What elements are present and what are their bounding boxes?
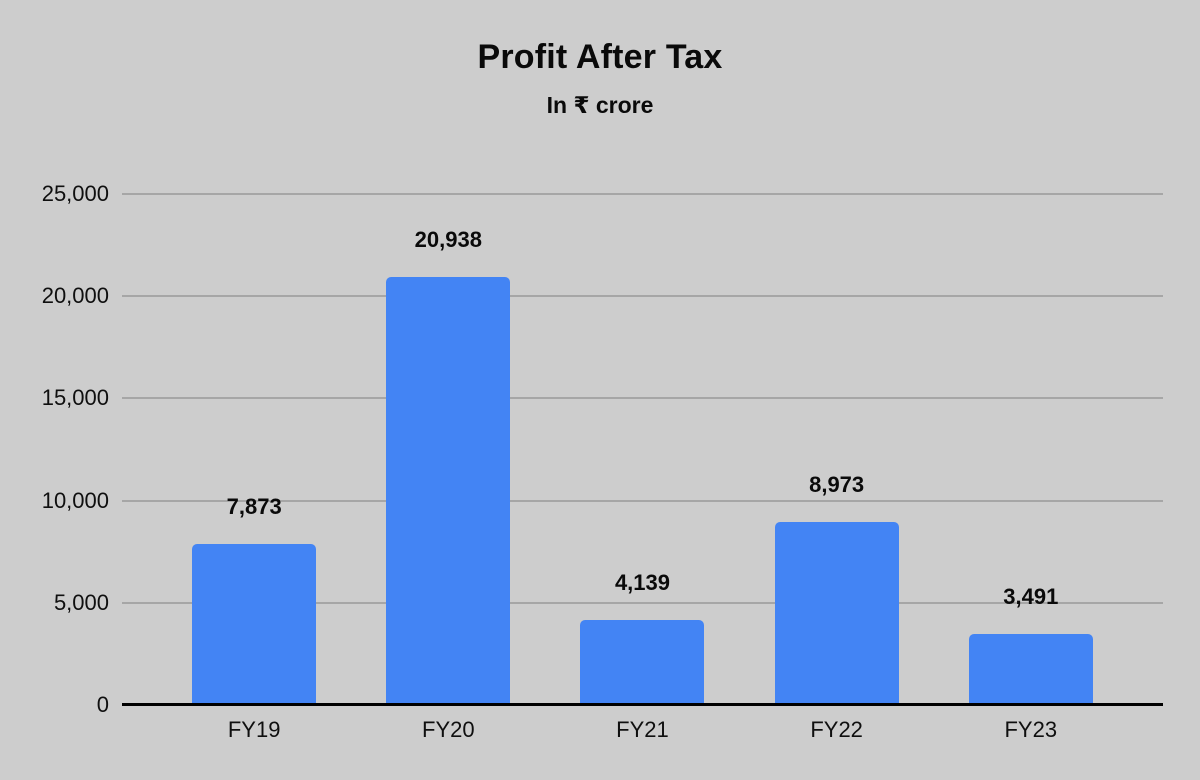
bar-value-label: 3,491 — [1003, 583, 1059, 609]
y-axis-tick-label: 0 — [96, 692, 109, 717]
bars-layer: 7,873 FY19 20,938 FY20 4,139 FY21 8,973 FY22 3,4… — [122, 194, 1163, 742]
gridline — [122, 397, 1163, 399]
bar-column-fy19: 7,873 FY19 — [192, 194, 317, 742]
x-axis-category-label: FY21 — [616, 717, 669, 742]
gridline — [122, 500, 1163, 502]
y-axis-tick-label: 25,000 — [41, 181, 109, 206]
x-axis-category-label: FY20 — [422, 717, 475, 742]
bar-fy22 — [774, 521, 899, 705]
bar-value-label: 7,873 — [226, 494, 282, 520]
gridline — [122, 295, 1163, 297]
bar-fy19 — [192, 544, 317, 705]
y-axis-tick-label: 5,000 — [53, 590, 109, 615]
bar-column-fy22: 8,973 FY22 — [774, 194, 899, 742]
bar-column-fy23: 3,491 FY23 — [968, 194, 1093, 742]
chart-subtitle: In ₹ crore — [546, 92, 654, 118]
chart-title: Profit After Tax — [477, 38, 723, 76]
chart-header: Profit After Tax In ₹ crore — [0, 38, 1200, 119]
bar-value-label: 20,938 — [414, 227, 482, 253]
bar-fy23 — [968, 633, 1093, 705]
bar-fy21 — [580, 620, 705, 705]
bar-value-label: 8,973 — [809, 471, 865, 497]
bar-column-fy20: 20,938 FY20 — [386, 194, 511, 742]
x-axis-line — [122, 703, 1163, 706]
bar-column-fy21: 4,139 FY21 — [580, 194, 705, 742]
y-axis-tick-label: 15,000 — [41, 385, 109, 410]
x-axis-category-label: FY19 — [227, 717, 281, 742]
bar-fy20 — [386, 277, 511, 705]
y-axis-tick-label: 20,000 — [41, 283, 109, 308]
gridline — [122, 602, 1163, 604]
chart-canvas: Profit After Tax In ₹ crore 0 5,000 10,000… — [0, 38, 1200, 780]
plot-area: 0 5,000 10,000 15,000 20,000 25,000 7,873 FY19… — [42, 181, 1163, 742]
x-axis-category-label: FY22 — [810, 717, 863, 742]
bar-value-label: 4,139 — [614, 570, 670, 596]
gridline — [122, 193, 1163, 195]
y-axis-tick-label: 10,000 — [41, 488, 109, 513]
x-axis-category-label: FY23 — [1004, 717, 1058, 742]
